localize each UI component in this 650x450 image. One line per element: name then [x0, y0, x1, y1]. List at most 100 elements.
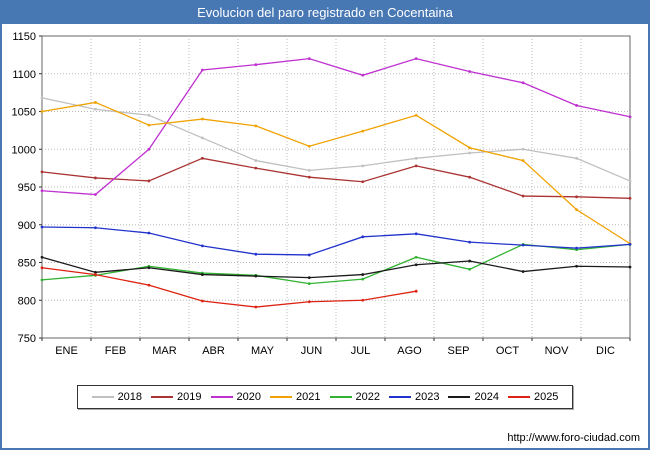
- series-point-2021: [40, 110, 44, 113]
- series-point-2023: [628, 242, 632, 246]
- series-point-2019: [628, 196, 632, 200]
- series-point-2018: [575, 156, 578, 160]
- legend-swatch-2023: [388, 396, 411, 398]
- legend-item-2023: 2023: [388, 391, 440, 403]
- series-point-2023: [147, 231, 151, 235]
- series-point-2024: [361, 273, 365, 276]
- x-tick-label: DIC: [596, 345, 615, 357]
- series-point-2019: [575, 195, 578, 199]
- series-point-2023: [307, 253, 311, 257]
- x-tick-label: NOV: [545, 345, 570, 357]
- series-point-2020: [628, 115, 632, 119]
- series-point-2025: [94, 273, 97, 276]
- series-point-2024: [200, 273, 204, 276]
- series-point-2020: [200, 68, 204, 72]
- chart-area: 750 800 850 900 950 1000 1050 1100 1150 ENE FEB MAR…: [2, 24, 648, 381]
- series-point-2019: [40, 170, 44, 174]
- y-tick-label: 900: [18, 220, 36, 232]
- series-point-2025: [40, 266, 44, 270]
- series-point-2019: [147, 179, 151, 183]
- series-point-2020: [414, 57, 418, 61]
- series-point-2024: [94, 270, 97, 274]
- x-tick-label: FEB: [105, 345, 126, 357]
- y-tick-label: 950: [18, 182, 36, 194]
- series-point-2020: [361, 73, 365, 77]
- legend-swatch-2024: [448, 396, 471, 398]
- series-point-2023: [361, 235, 365, 239]
- footer: http://www.foro-ciudad.com: [2, 432, 648, 448]
- series-point-2025: [200, 299, 204, 303]
- x-tick-label: ABR: [202, 345, 225, 357]
- page-title: Evolucion del paro registrado en Cocenta…: [2, 2, 648, 24]
- series-point-2020: [40, 189, 44, 193]
- series-point-2023: [254, 252, 258, 256]
- series-point-2024: [468, 259, 472, 263]
- legend-label: 2024: [474, 391, 499, 403]
- series-point-2021: [361, 129, 365, 133]
- series-line-2021: [41, 101, 631, 245]
- series-point-2023: [414, 232, 418, 236]
- series-point-2023: [94, 226, 97, 230]
- line-chart: 750 800 850 900 950 1000 1050 1100 1150 ENE FEB MAR…: [12, 31, 632, 357]
- series-point-2018: [254, 159, 258, 162]
- series-point-2022: [307, 282, 311, 286]
- legend-label: 2019: [177, 391, 202, 403]
- legend-swatch-2025: [507, 396, 530, 398]
- series-point-2024: [575, 264, 578, 268]
- series-point-2024: [414, 263, 418, 267]
- x-tick-label: JUN: [301, 345, 322, 357]
- series-point-2019: [414, 164, 418, 168]
- foro-ciudad-link[interactable]: http://www.foro-ciudad.com: [507, 432, 640, 444]
- series-line-2024: [41, 256, 631, 279]
- series-point-2019: [307, 175, 311, 179]
- series-point-2020: [307, 57, 311, 61]
- series-point-2018: [94, 107, 97, 111]
- legend-label: 2023: [414, 391, 440, 403]
- series-point-2023: [40, 225, 44, 229]
- series-point-2025: [307, 300, 311, 304]
- series-point-2018: [40, 96, 44, 100]
- legend-item-2025: 2025: [507, 391, 559, 403]
- x-tick-label: MAY: [251, 345, 275, 357]
- series-line-2025: [41, 267, 417, 308]
- legend-item-2018: 2018: [91, 391, 143, 403]
- legend-swatch-2021: [270, 396, 293, 398]
- series-point-2025: [147, 283, 151, 287]
- series-point-2018: [307, 168, 311, 172]
- y-tick-label: 1100: [12, 69, 36, 81]
- series-point-2021: [254, 124, 258, 128]
- series-point-2019: [521, 194, 525, 198]
- x-tick-label: OCT: [496, 345, 520, 357]
- series-point-2022: [414, 255, 418, 259]
- series-point-2018: [628, 179, 632, 183]
- series-point-2018: [468, 151, 472, 155]
- legend-label: 2018: [117, 391, 143, 403]
- legend-label: 2025: [533, 391, 559, 403]
- series-line-2018: [41, 97, 631, 182]
- series-point-2023: [468, 240, 472, 244]
- series-point-2024: [628, 265, 632, 269]
- series-point-2025: [361, 298, 365, 302]
- series-point-2020: [254, 63, 258, 67]
- series-point-2021: [521, 159, 525, 162]
- legend-label: 2022: [355, 391, 380, 403]
- series-point-2021: [147, 123, 151, 127]
- legend-item-2022: 2022: [329, 391, 380, 403]
- legend-swatch-2022: [329, 396, 352, 398]
- legend-swatch-2018: [91, 396, 114, 398]
- x-tick-label: JUL: [351, 345, 371, 357]
- series-point-2022: [40, 278, 44, 282]
- series-point-2024: [521, 270, 525, 273]
- series-point-2019: [200, 156, 204, 160]
- x-tick-label: AGO: [397, 345, 422, 357]
- legend-item-2024: 2024: [448, 391, 499, 403]
- series-point-2020: [575, 104, 578, 107]
- series-point-2021: [307, 144, 311, 148]
- legend-item-2021: 2021: [270, 391, 321, 403]
- y-tick-label: 1050: [12, 107, 36, 119]
- series-point-2019: [468, 175, 472, 179]
- chart-legend: 2018 2019 2020 2021 2022 2023 2024 2025: [76, 385, 574, 409]
- x-tick-label: ENE: [55, 345, 78, 357]
- series-point-2020: [521, 81, 525, 85]
